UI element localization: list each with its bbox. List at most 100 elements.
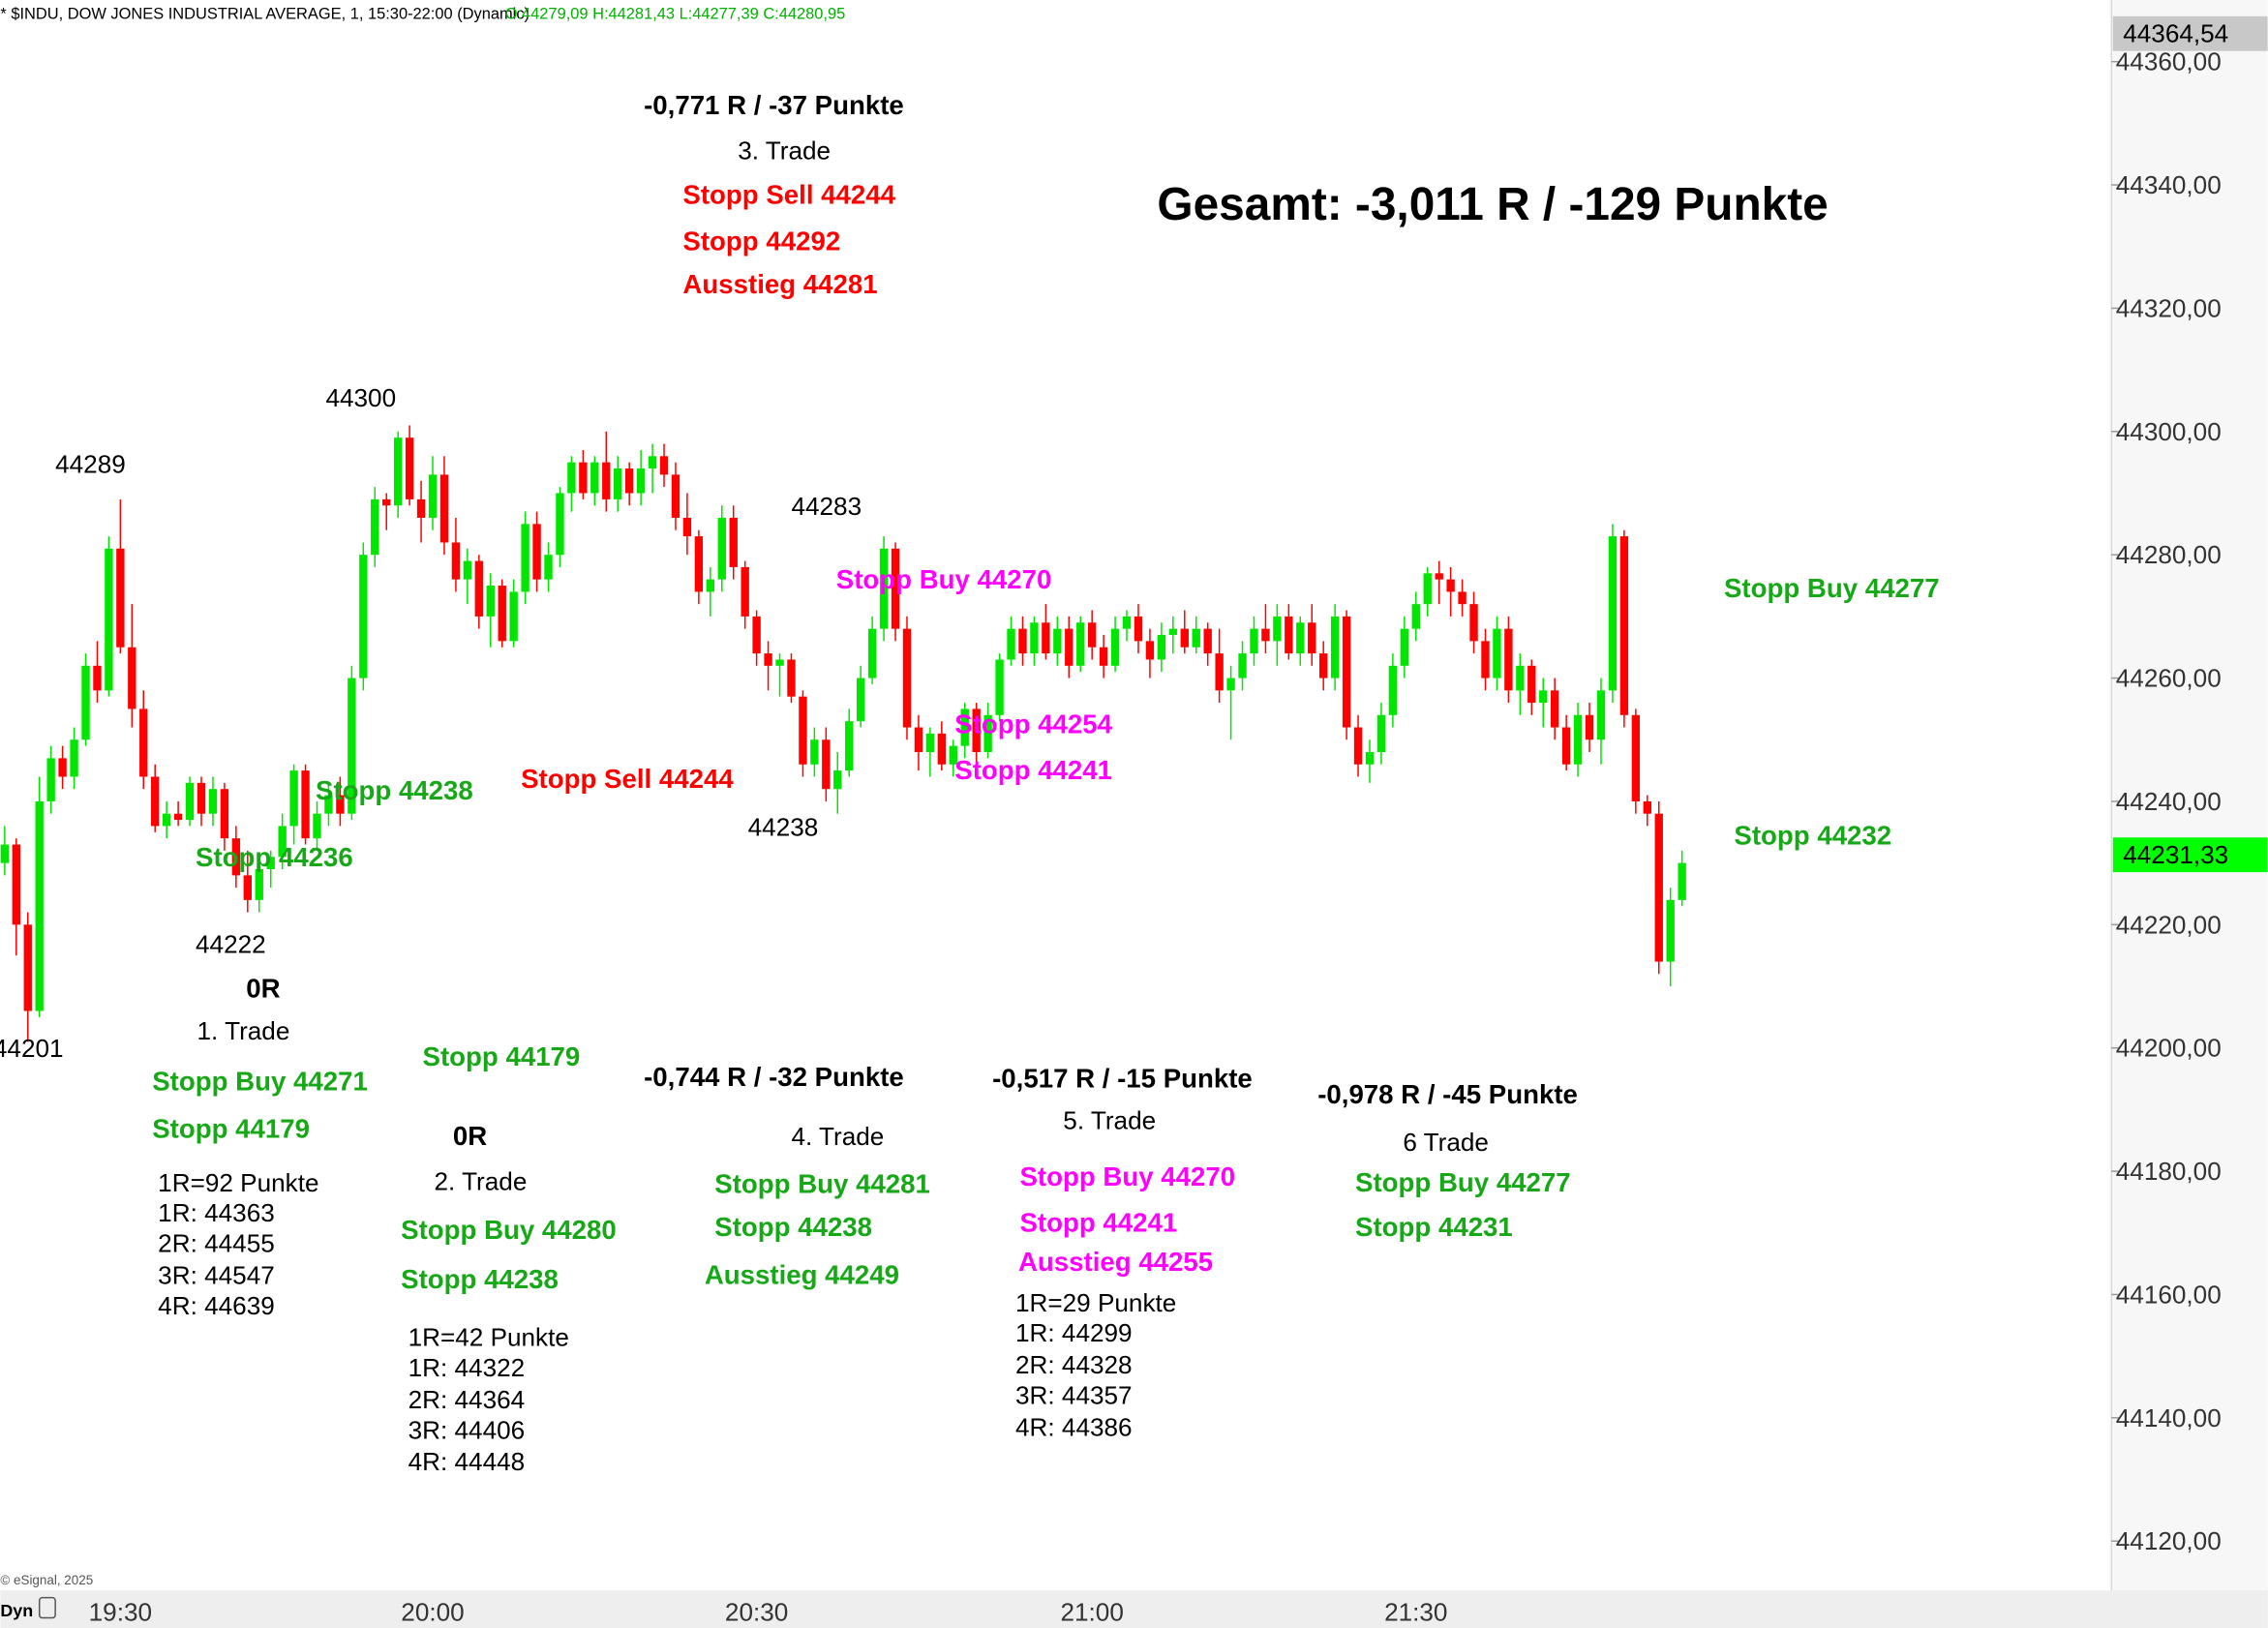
candle-body xyxy=(624,468,634,494)
candle-body xyxy=(23,924,32,1011)
candle-body xyxy=(1250,628,1258,654)
annotation: 1R: 44299 xyxy=(1015,1318,1133,1347)
candle-body xyxy=(58,758,67,777)
annotation: 44300 xyxy=(325,383,396,412)
annotation: Stopp 44238 xyxy=(401,1264,559,1294)
annotation: Stopp 44241 xyxy=(1019,1208,1177,1238)
candle-body xyxy=(983,714,992,752)
annotation: Stopp 44231 xyxy=(1355,1212,1513,1242)
candle-body xyxy=(1238,653,1247,678)
candle-body xyxy=(914,727,923,752)
annotation: 5. Trade xyxy=(1063,1106,1156,1135)
candle-body xyxy=(1666,899,1675,962)
time-axis-area xyxy=(0,1590,2268,1628)
candle-body xyxy=(659,456,669,475)
annotation: 4. Trade xyxy=(791,1122,884,1151)
annotation: 44289 xyxy=(55,449,126,478)
annotation: 2R: 44328 xyxy=(1015,1350,1133,1379)
annotation: 3R: 44357 xyxy=(1015,1380,1133,1409)
candle-body xyxy=(1145,641,1155,660)
candle-body xyxy=(556,493,564,556)
annotation: 4R: 44448 xyxy=(408,1447,526,1476)
candle-body xyxy=(451,542,461,580)
candle-body xyxy=(544,555,553,580)
candle-body xyxy=(1435,573,1443,580)
annotation: Stopp Buy 44277 xyxy=(1724,573,1940,603)
candle-body xyxy=(255,869,263,900)
candle-body xyxy=(46,758,55,801)
price-axis-area xyxy=(2111,0,2268,1628)
candle-body xyxy=(1504,628,1513,691)
candle-body xyxy=(614,468,622,499)
y-tick-label: 44240,00 xyxy=(2116,787,2222,816)
candle-body xyxy=(1076,622,1085,666)
candle-body xyxy=(810,739,819,765)
candle-body xyxy=(787,659,796,697)
candle-body xyxy=(371,498,379,556)
candle-body xyxy=(382,498,391,506)
candle-body xyxy=(1388,665,1398,715)
annotation: -0,744 R / -32 Punkte xyxy=(644,1062,904,1092)
mode-label: Dyn xyxy=(0,1601,33,1620)
annotation: Stopp Buy 44270 xyxy=(836,564,1052,594)
candle-body xyxy=(231,838,241,876)
candle-body xyxy=(1353,727,1363,765)
annotation: 1R: 44322 xyxy=(408,1353,526,1382)
candle-body xyxy=(775,659,784,666)
y-tick-label: 44340,00 xyxy=(2116,170,2222,199)
candle-body xyxy=(717,517,726,580)
candle-body xyxy=(324,795,333,814)
annotation: 4R: 44386 xyxy=(1015,1412,1133,1441)
candle-body xyxy=(1376,714,1386,752)
annotation: Ausstieg 44255 xyxy=(1018,1247,1213,1277)
annotation: 0R xyxy=(453,1121,487,1151)
candle-body xyxy=(822,739,831,790)
annotation: -0,978 R / -45 Punkte xyxy=(1317,1079,1578,1109)
annotation: 44222 xyxy=(196,929,266,958)
candle-body xyxy=(671,474,680,518)
annotation: 1R: 44363 xyxy=(158,1198,275,1227)
candle-body xyxy=(1203,628,1212,654)
annotation: Stopp Buy 44271 xyxy=(152,1066,368,1096)
candle-body xyxy=(474,560,483,617)
candle-body xyxy=(741,566,749,617)
annotation: Stopp 44238 xyxy=(714,1212,872,1242)
candle-body xyxy=(173,813,183,821)
annotation: -0,517 R / -15 Punkte xyxy=(992,1063,1253,1093)
candle-body xyxy=(1180,628,1189,648)
candle-body xyxy=(1192,628,1200,648)
candle-body xyxy=(1654,813,1663,962)
candle-body xyxy=(1539,690,1548,704)
candle-body xyxy=(416,498,426,518)
annotation: 1. Trade xyxy=(197,1016,290,1045)
annotation: 1R=42 Punkte xyxy=(408,1323,569,1352)
candle-body xyxy=(70,739,78,777)
y-tick-label: 44360,00 xyxy=(2116,47,2222,76)
candle-body xyxy=(532,524,541,580)
candle-body xyxy=(1168,628,1178,635)
annotation: 3R: 44547 xyxy=(158,1260,275,1289)
candle-body xyxy=(1458,591,1467,605)
y-tick-label: 44140,00 xyxy=(2116,1403,2222,1432)
y-tick-label: 44160,00 xyxy=(2116,1280,2222,1309)
candle-body xyxy=(509,591,518,642)
candle-body xyxy=(1551,690,1559,728)
candle-body xyxy=(1226,678,1235,691)
annotation: Stopp 44179 xyxy=(423,1041,581,1071)
lock-icon[interactable] xyxy=(38,1596,56,1619)
annotation: 4R: 44639 xyxy=(158,1291,275,1320)
candle-body xyxy=(116,548,125,648)
candle-body xyxy=(602,462,611,499)
candle-body xyxy=(266,857,275,870)
candle-body xyxy=(1215,653,1224,691)
header-ohlc: O:44279,09 H:44281,43 L:44277,39 C:44280… xyxy=(505,5,846,22)
candle-body xyxy=(856,678,865,722)
y-tick-label: 44280,00 xyxy=(2116,540,2222,569)
candle-body xyxy=(891,548,900,629)
annotation: Gesamt: -3,011 R / -129 Punkte xyxy=(1157,179,1828,230)
candle-body xyxy=(348,678,356,814)
price-marker xyxy=(2112,837,2268,873)
annotation: Stopp 44292 xyxy=(682,226,840,256)
candle-body xyxy=(833,770,842,790)
